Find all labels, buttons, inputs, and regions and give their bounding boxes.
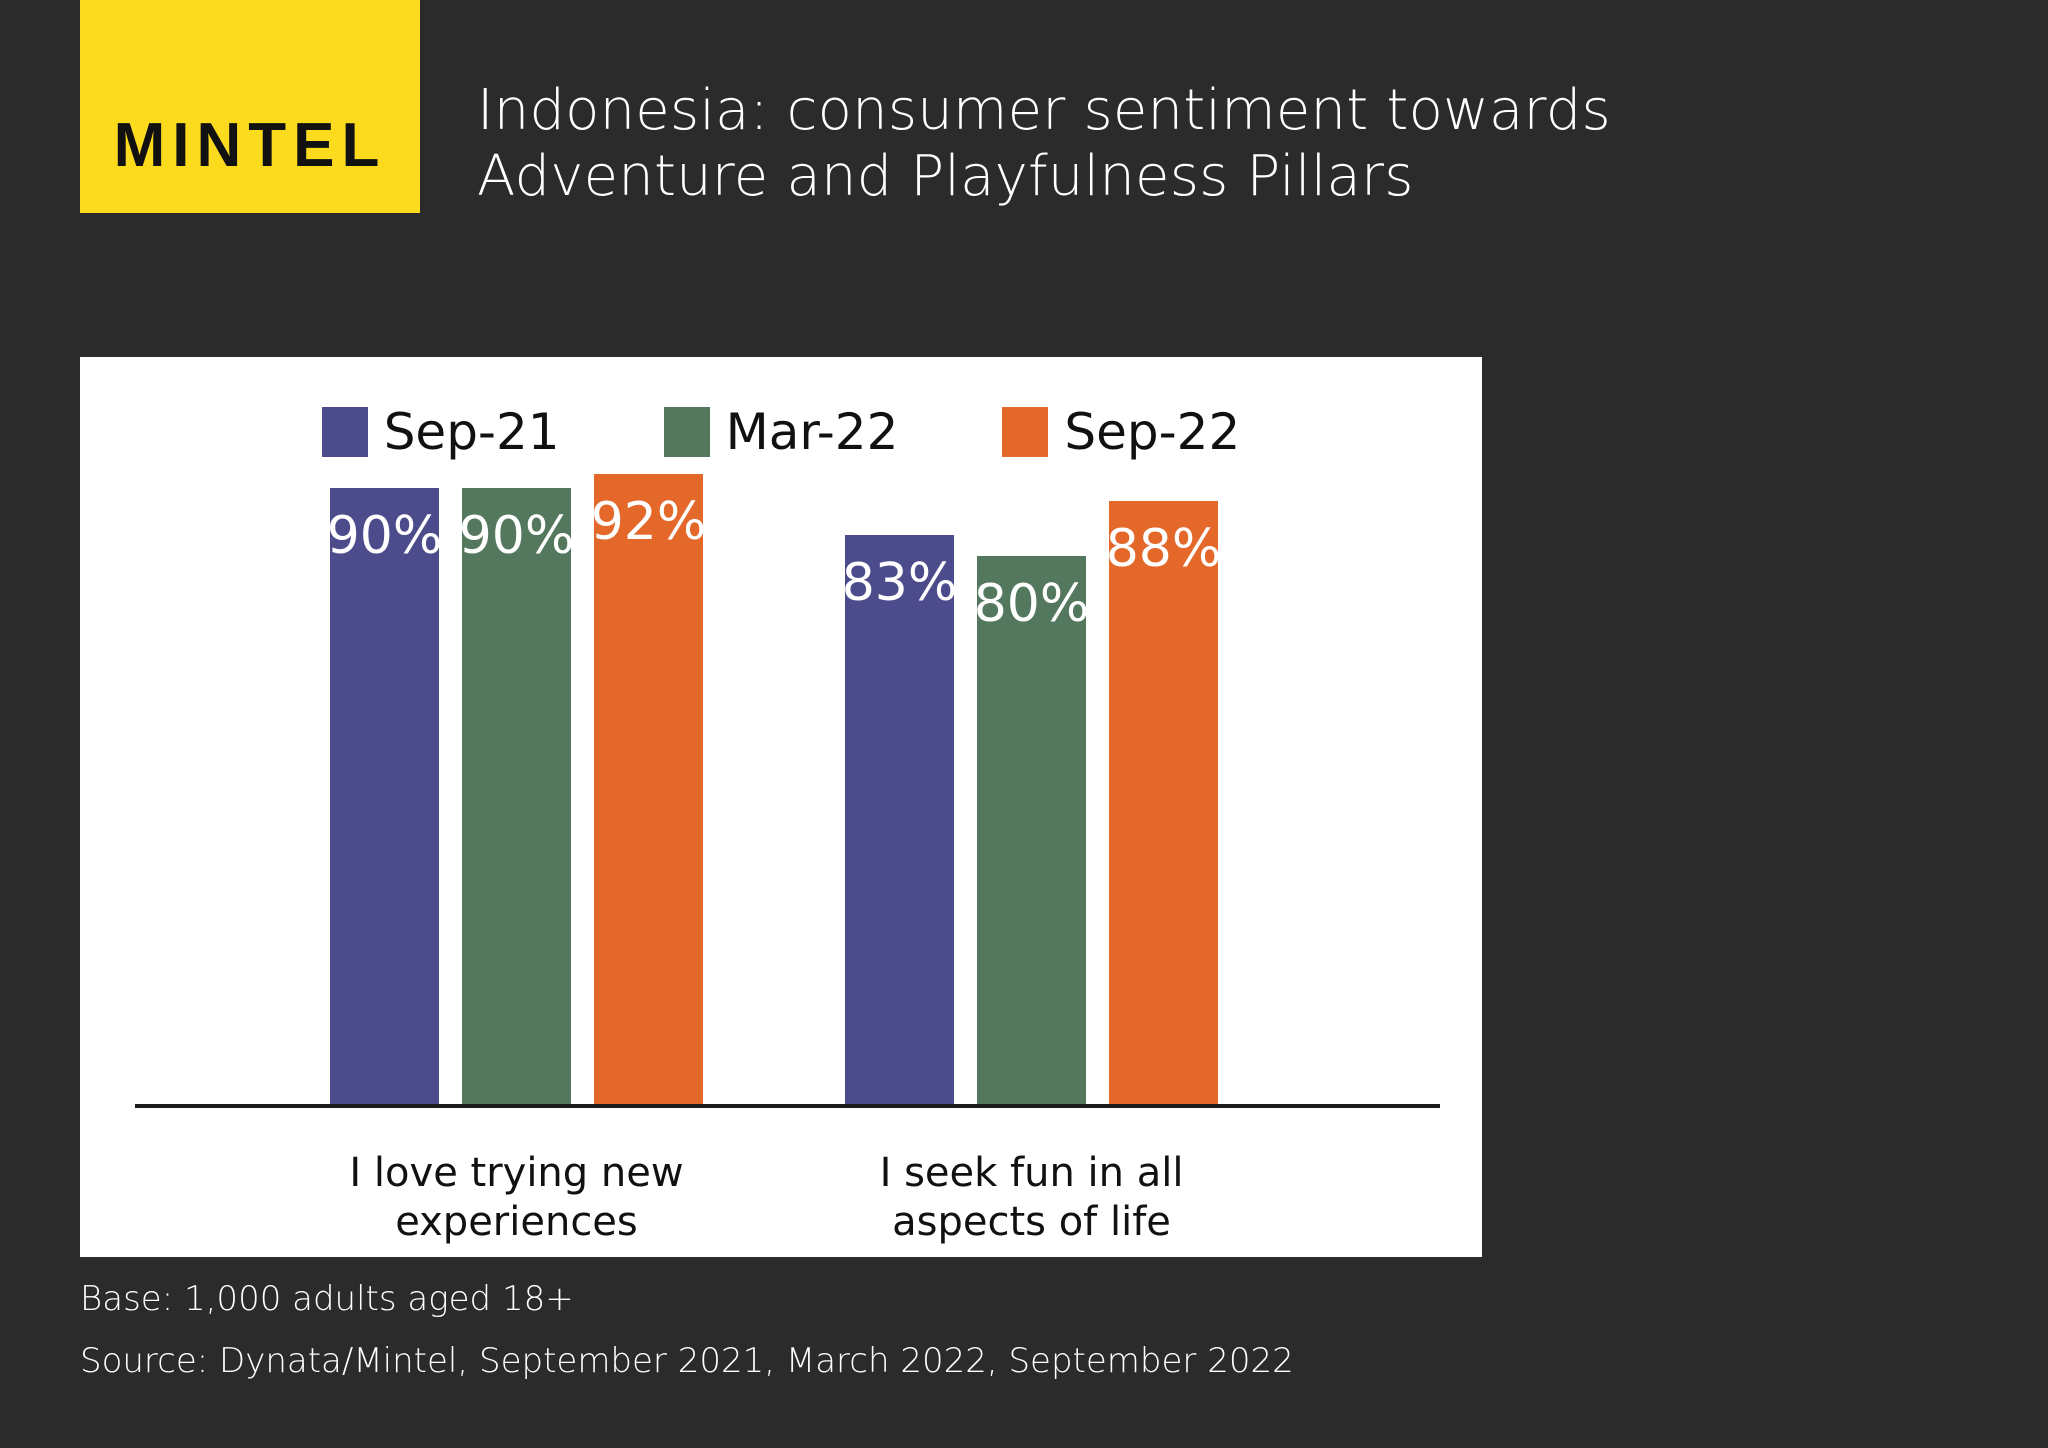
chart-panel: Sep-21 Mar-22 Sep-22 90% 90% 92% I love tryin… — [80, 357, 1482, 1257]
base-note: Base: 1,000 adults aged 18+ — [80, 1279, 574, 1319]
page-title-line-1: Indonesia: consumer sentiment towards — [477, 78, 1611, 143]
x-axis-line — [135, 1104, 1440, 1108]
x-axis-label-line: aspects of life — [892, 1198, 1171, 1245]
x-axis-label-line: experiences — [395, 1198, 638, 1245]
chart-legend: Sep-21 Mar-22 Sep-22 — [80, 402, 1482, 462]
bar-mar-22-group-1[interactable]: 90% — [459, 487, 574, 1104]
legend-item-mar-22[interactable]: Mar-22 — [663, 403, 899, 461]
legend-item-sep-21[interactable]: Sep-21 — [321, 403, 560, 461]
bar-mar-22-group-2[interactable]: 80% — [974, 556, 1089, 1104]
legend-item-sep-22[interactable]: Sep-22 — [1002, 407, 1240, 457]
bar-sep-21-group-2[interactable]: 83% — [842, 535, 957, 1104]
bar-value-label: 92% — [590, 491, 707, 552]
legend-label-sep-21: Sep-21 — [383, 403, 560, 461]
bar-sep-22-group-1[interactable]: 92% — [591, 473, 706, 1104]
x-axis-label-group-2: I seek fun in all aspects of life — [725, 1149, 1338, 1247]
x-axis-label-line: I seek fun in all — [879, 1150, 1184, 1196]
legend-label-sep-22: Sep-22 — [1064, 403, 1241, 461]
legend-label-mar-22: Mar-22 — [725, 403, 899, 461]
legend-swatch-sep-21 — [321, 407, 368, 457]
bar-value-label: 83% — [841, 553, 958, 614]
mintel-logo-text: MINTEL — [113, 111, 387, 180]
bar-sep-21-group-1[interactable]: 90% — [327, 487, 442, 1104]
bar-value-label: 90% — [326, 505, 443, 566]
source-note: Source: Dynata/Mintel, September 2021, M… — [80, 1341, 1294, 1381]
bar-sep-22-group-2[interactable]: 88% — [1106, 501, 1221, 1104]
footer-notes: Base: 1,000 adults aged 18+ Source: Dyna… — [80, 1282, 1780, 1406]
legend-swatch-mar-22 — [663, 407, 710, 457]
page-title: Indonesia: consumer sentiment towards Ad… — [477, 78, 1877, 210]
bar-value-label: 88% — [1105, 519, 1222, 580]
bar-value-label: 90% — [458, 505, 575, 566]
mintel-logo: MINTEL — [80, 0, 420, 213]
page-title-line-2: Adventure and Playfulness Pillars — [477, 144, 1414, 210]
x-axis-label-group-1: I love trying new experiences — [210, 1149, 823, 1247]
legend-swatch-sep-22 — [1002, 407, 1049, 457]
x-axis-label-line: I love trying new — [349, 1150, 684, 1196]
header-bar: MINTEL Indonesia: consumer sentiment tow… — [0, 0, 2048, 213]
plot-area: 90% 90% 92% I love trying new experiences 83%… — [80, 357, 1482, 1257]
bar-value-label: 80% — [973, 574, 1090, 634]
